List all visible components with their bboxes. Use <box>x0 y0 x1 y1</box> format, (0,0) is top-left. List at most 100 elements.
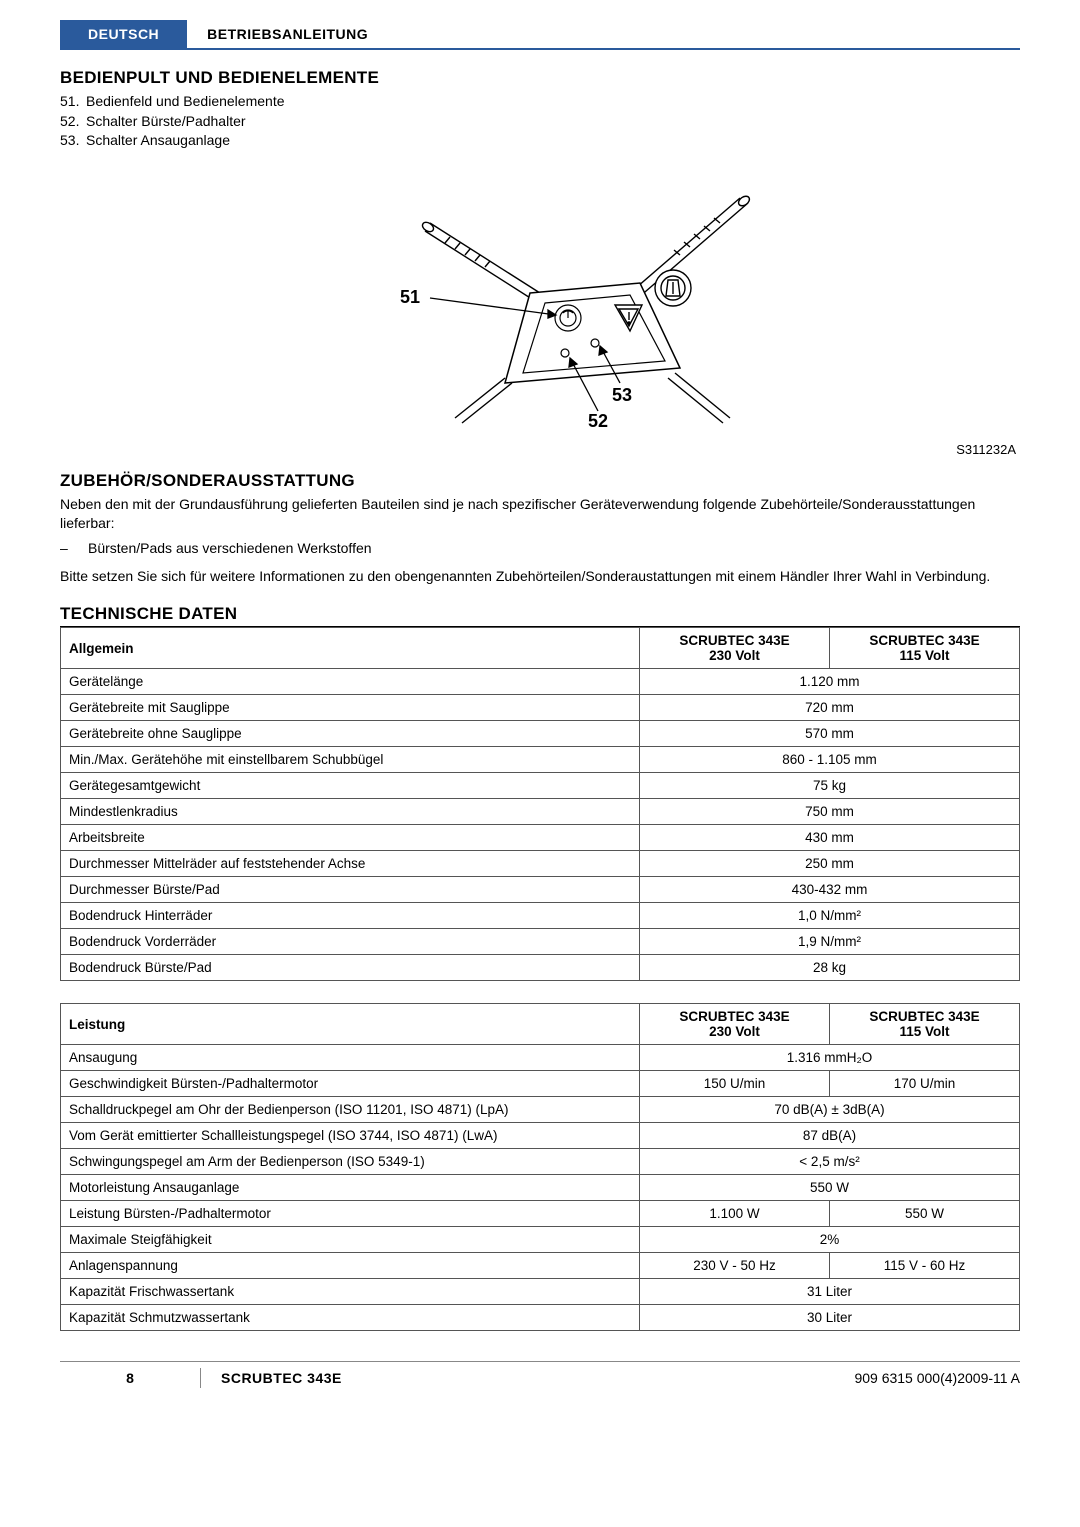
table-row: Schwingungspegel am Arm der Bedienperson… <box>61 1149 1020 1175</box>
col-header-label: Allgemein <box>61 628 640 669</box>
row-label: Durchmesser Bürste/Pad <box>61 877 640 903</box>
col-header-model-a: SCRUBTEC 343E230 Volt <box>640 628 830 669</box>
row-label: Leistung Bürsten-/Padhaltermotor <box>61 1201 640 1227</box>
row-value: 70 dB(A) ± 3dB(A) <box>640 1097 1020 1123</box>
row-value: 1.316 mmH₂O <box>640 1045 1020 1071</box>
row-label: Schalldruckpegel am Ohr der Bedienperson… <box>61 1097 640 1123</box>
diagram-label-51: 51 <box>400 287 420 307</box>
list-item: 53.Schalter Ansauganlage <box>60 131 1020 151</box>
doc-type-label: BETRIEBSANLEITUNG <box>187 20 388 48</box>
diagram-label-53: 53 <box>612 385 632 405</box>
row-value-a: 1.100 W <box>640 1201 830 1227</box>
table-row: Vom Gerät emittierter Schallleistungspeg… <box>61 1123 1020 1149</box>
table-row: Bodendruck Vorderräder1,9 N/mm² <box>61 929 1020 955</box>
table-row: Maximale Steigfähigkeit2% <box>61 1227 1020 1253</box>
figure-id: S311232A <box>60 442 1020 457</box>
table-row: Gerätebreite mit Sauglippe720 mm <box>61 695 1020 721</box>
row-value: 250 mm <box>640 851 1020 877</box>
row-label: Vom Gerät emittierter Schallleistungspeg… <box>61 1123 640 1149</box>
row-value: 570 mm <box>640 721 1020 747</box>
accessories-bullet: – Bürsten/Pads aus verschiedenen Werksto… <box>60 539 1020 558</box>
row-value: 720 mm <box>640 695 1020 721</box>
page-number: 8 <box>60 1370 200 1386</box>
table-row: Kapazität Frischwassertank31 Liter <box>61 1279 1020 1305</box>
page-footer: 8 SCRUBTEC 343E 909 6315 000(4)2009-11 A <box>60 1361 1020 1388</box>
footer-divider <box>200 1368 201 1388</box>
table-header-row: Allgemein SCRUBTEC 343E230 Volt SCRUBTEC… <box>61 628 1020 669</box>
bullet-dash: – <box>60 539 88 558</box>
row-value: 1,9 N/mm² <box>640 929 1020 955</box>
row-value: 430-432 mm <box>640 877 1020 903</box>
table-row: Schalldruckpegel am Ohr der Bedienperson… <box>61 1097 1020 1123</box>
section-title-controls: BEDIENPULT UND BEDIENELEMENTE <box>60 68 1020 88</box>
row-label: Motorleistung Ansauganlage <box>61 1175 640 1201</box>
row-label: Schwingungspegel am Arm der Bedienperson… <box>61 1149 640 1175</box>
row-label: Bodendruck Bürste/Pad <box>61 955 640 981</box>
table-row: Min./Max. Gerätehöhe mit einstellbarem S… <box>61 747 1020 773</box>
section-title-techdata: TECHNISCHE DATEN <box>60 604 1020 627</box>
row-value-b: 550 W <box>830 1201 1020 1227</box>
footer-revision: 909 6315 000(4)2009-11 A <box>854 1370 1020 1386</box>
row-value: 1.120 mm <box>640 669 1020 695</box>
row-label: Kapazität Schmutzwassertank <box>61 1305 640 1331</box>
row-label: Geschwindigkeit Bürsten-/Padhaltermotor <box>61 1071 640 1097</box>
row-label: Gerätegesamtgewicht <box>61 773 640 799</box>
row-label: Bodendruck Hinterräder <box>61 903 640 929</box>
item-text: Schalter Ansauganlage <box>86 132 230 148</box>
table-row: Mindestlenkradius750 mm <box>61 799 1020 825</box>
item-num: 52. <box>60 112 86 132</box>
row-value: 2% <box>640 1227 1020 1253</box>
row-label: Ansaugung <box>61 1045 640 1071</box>
row-label: Gerätebreite mit Sauglippe <box>61 695 640 721</box>
controls-diagram: 51 53 52 <box>60 163 1020 436</box>
row-label: Kapazität Frischwassertank <box>61 1279 640 1305</box>
table-header-row: Leistung SCRUBTEC 343E230 Volt SCRUBTEC … <box>61 1004 1020 1045</box>
item-text: Schalter Bürste/Padhalter <box>86 113 246 129</box>
row-label: Gerätebreite ohne Sauglippe <box>61 721 640 747</box>
bullet-text: Bürsten/Pads aus verschiedenen Werkstoff… <box>88 539 372 558</box>
row-value: 75 kg <box>640 773 1020 799</box>
row-label: Bodendruck Vorderräder <box>61 929 640 955</box>
row-label: Maximale Steigfähigkeit <box>61 1227 640 1253</box>
language-tab: DEUTSCH <box>60 20 187 48</box>
row-value-b: 115 V - 60 Hz <box>830 1253 1020 1279</box>
col-header-model-b: SCRUBTEC 343E115 Volt <box>830 628 1020 669</box>
row-value: 28 kg <box>640 955 1020 981</box>
diagram-label-52: 52 <box>588 411 608 431</box>
row-label: Anlagenspannung <box>61 1253 640 1279</box>
row-label: Min./Max. Gerätehöhe mit einstellbarem S… <box>61 747 640 773</box>
col-header-model-a: SCRUBTEC 343E230 Volt <box>640 1004 830 1045</box>
table-row: Bodendruck Bürste/Pad28 kg <box>61 955 1020 981</box>
row-label: Arbeitsbreite <box>61 825 640 851</box>
table-general: Allgemein SCRUBTEC 343E230 Volt SCRUBTEC… <box>60 627 1020 981</box>
row-value: 550 W <box>640 1175 1020 1201</box>
table-row: Ansaugung1.316 mmH₂O <box>61 1045 1020 1071</box>
table-row: Bodendruck Hinterräder1,0 N/mm² <box>61 903 1020 929</box>
row-value: 30 Liter <box>640 1305 1020 1331</box>
row-value: 1,0 N/mm² <box>640 903 1020 929</box>
item-num: 51. <box>60 92 86 112</box>
controls-list: 51.Bedienfeld und Bedienelemente 52.Scha… <box>60 92 1020 151</box>
accessories-contact: Bitte setzen Sie sich für weitere Inform… <box>60 567 1020 586</box>
row-value: < 2,5 m/s² <box>640 1149 1020 1175</box>
row-label: Gerätelänge <box>61 669 640 695</box>
row-value: 87 dB(A) <box>640 1123 1020 1149</box>
table-row: Gerätegesamtgewicht75 kg <box>61 773 1020 799</box>
table-row: Kapazität Schmutzwassertank30 Liter <box>61 1305 1020 1331</box>
row-value: 430 mm <box>640 825 1020 851</box>
table-performance: Leistung SCRUBTEC 343E230 Volt SCRUBTEC … <box>60 1003 1020 1331</box>
table-row: Durchmesser Mittelräder auf feststehende… <box>61 851 1020 877</box>
table-row: Durchmesser Bürste/Pad430-432 mm <box>61 877 1020 903</box>
table-row: Gerätelänge1.120 mm <box>61 669 1020 695</box>
col-header-label: Leistung <box>61 1004 640 1045</box>
row-value-b: 170 U/min <box>830 1071 1020 1097</box>
row-value-a: 230 V - 50 Hz <box>640 1253 830 1279</box>
row-value-a: 150 U/min <box>640 1071 830 1097</box>
table-row: Gerätebreite ohne Sauglippe570 mm <box>61 721 1020 747</box>
section-title-accessories: ZUBEHÖR/SONDERAUSSTATTUNG <box>60 471 1020 491</box>
row-label: Mindestlenkradius <box>61 799 640 825</box>
col-header-model-b: SCRUBTEC 343E115 Volt <box>830 1004 1020 1045</box>
diagram-svg: 51 53 52 <box>280 163 800 433</box>
row-value: 860 - 1.105 mm <box>640 747 1020 773</box>
table-row: Leistung Bürsten-/Padhaltermotor1.100 W5… <box>61 1201 1020 1227</box>
